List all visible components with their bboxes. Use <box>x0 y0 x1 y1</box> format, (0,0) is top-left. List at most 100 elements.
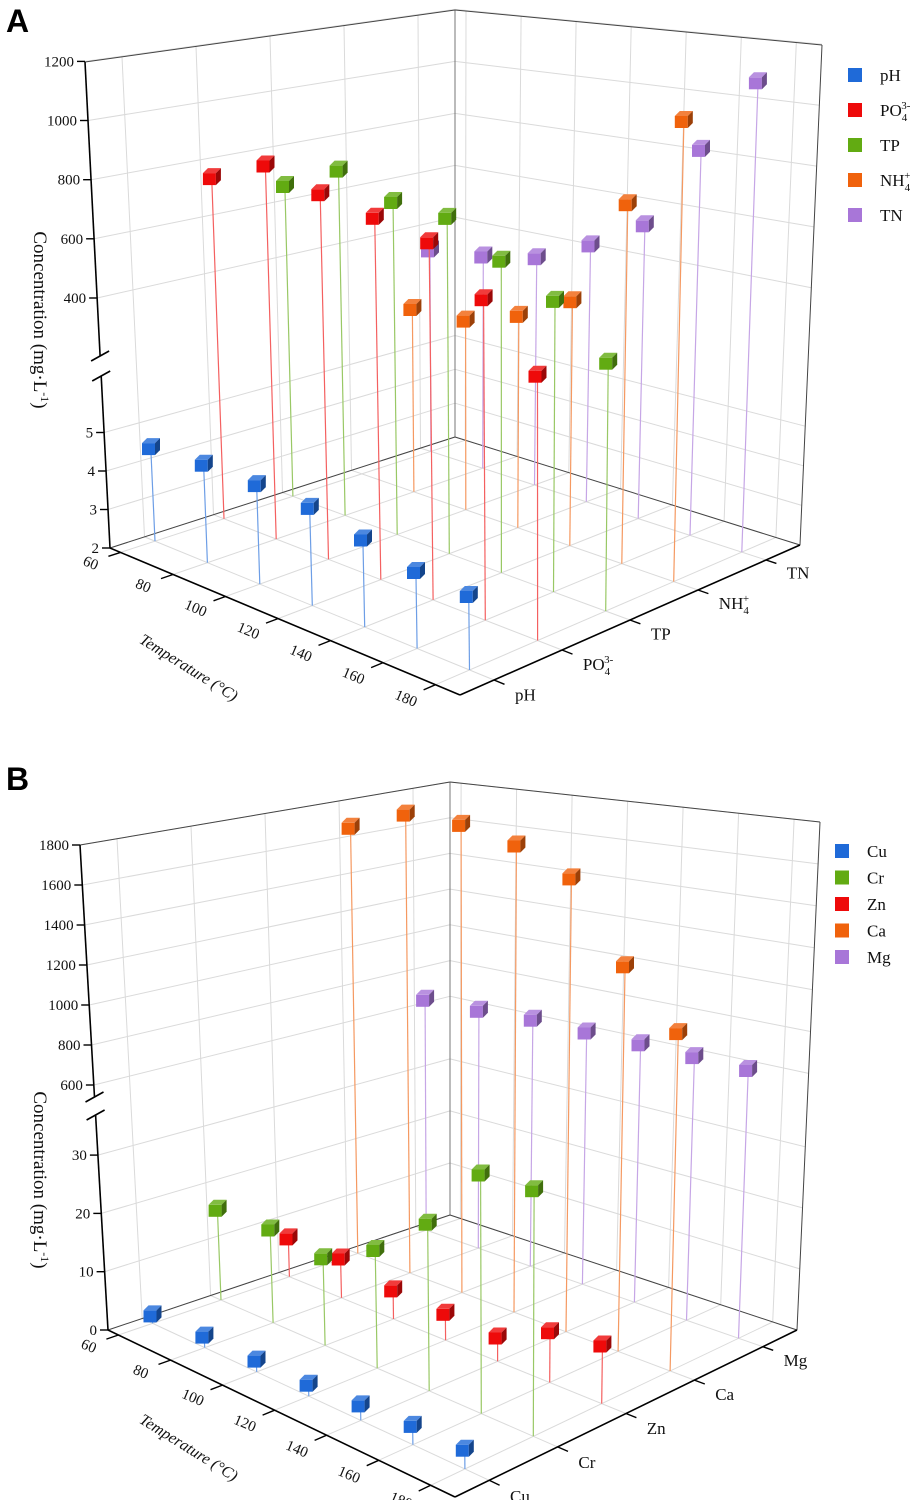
y-tick-label: 600 <box>61 232 84 248</box>
data-point-ca-120 <box>507 835 526 1313</box>
cube-side-face <box>378 207 384 225</box>
legend-swatch <box>848 138 862 152</box>
cube-top-face <box>314 1248 333 1254</box>
y-axis-title-text: Concentration (mg·L <box>29 231 50 392</box>
cube-top-face <box>247 475 266 481</box>
cube-front-face <box>341 822 355 835</box>
cube-front-face <box>748 77 762 90</box>
y-tick-label: 2 <box>92 541 100 557</box>
cube-front-face <box>635 220 649 233</box>
y-axis-title-close: ) <box>29 402 50 408</box>
cube-top-face <box>365 207 384 213</box>
side-wall-grid-line <box>84 8 456 62</box>
cube-top-face <box>396 804 415 810</box>
x-tick-label: 100 <box>182 597 209 621</box>
stem-line <box>460 829 463 1293</box>
label-base: Mg <box>784 1351 808 1370</box>
label-base: NH <box>719 594 744 613</box>
stem-line <box>517 320 520 528</box>
cube-front-face <box>142 443 155 456</box>
cube-top-face <box>420 232 439 238</box>
cube-front-face <box>384 1285 398 1298</box>
cube-top-face <box>208 1199 227 1205</box>
y-tick-label: 800 <box>58 173 81 189</box>
axis-break-mark <box>90 350 110 362</box>
cube-front-face <box>416 994 430 1007</box>
cube-top-face <box>581 235 600 241</box>
legend-item: Cr <box>835 869 884 888</box>
label-base: Cu <box>867 842 887 861</box>
legend-swatch <box>835 897 849 911</box>
legend-item: Cu <box>835 842 887 861</box>
back-wall-grid-line <box>568 21 577 473</box>
cube-side-face <box>449 1303 455 1321</box>
data-point-tn-120 <box>581 235 600 502</box>
label-superscript: 3- <box>901 100 911 112</box>
label-base: Ca <box>867 922 886 941</box>
y-tick-label: 5 <box>86 426 94 442</box>
cube-side-face <box>312 1374 318 1392</box>
cube-front-face <box>438 212 452 225</box>
cube-front-face <box>692 144 705 157</box>
cube-front-face <box>299 1379 313 1392</box>
cube-side-face <box>540 248 546 266</box>
cube-side-face <box>752 1060 758 1077</box>
x-tick-mark <box>265 617 279 624</box>
cube-top-face <box>507 835 526 841</box>
side-wall-grid-line <box>93 995 451 1086</box>
data-point-cr-60 <box>208 1199 227 1301</box>
cube-side-face <box>465 814 471 832</box>
top-edge-left <box>79 781 451 846</box>
side-wall-grid-line <box>96 216 456 299</box>
label-base: pH <box>515 686 536 705</box>
legend-item: TP <box>848 136 900 155</box>
legend-label: TP <box>880 136 900 155</box>
back-wall-grid-line <box>720 813 740 1305</box>
stem-line <box>637 230 646 519</box>
cube-side-face <box>416 1415 422 1433</box>
y-axis-line-upper <box>84 61 101 357</box>
side-wall-grid-line <box>87 60 456 121</box>
legend-item: PO43- <box>848 100 911 124</box>
cube-side-face <box>289 176 294 193</box>
cube-front-face <box>143 1310 157 1323</box>
legend-label: TN <box>880 206 903 225</box>
x-tick-mark <box>160 573 174 580</box>
back-wall-grid-line <box>454 335 806 427</box>
data-point-zn-140 <box>488 1327 507 1362</box>
legend-item: pH <box>848 66 901 85</box>
stem-line <box>673 125 685 582</box>
cube-side-face <box>324 184 330 202</box>
category-tick-label: Cr <box>578 1453 595 1472</box>
side-wall-grid-line <box>91 112 456 181</box>
cube-side-face <box>342 160 348 178</box>
legend-item: TN <box>848 206 903 225</box>
cube-front-face <box>523 1014 537 1027</box>
legend-label: NH4+ <box>880 170 911 194</box>
back-wall-grid-line <box>449 817 819 865</box>
cube-top-face <box>523 1009 542 1015</box>
data-point-tp-80 <box>329 160 348 516</box>
x-tick-label: 120 <box>235 620 262 644</box>
x-tick-label: 60 <box>78 1336 98 1357</box>
cube-side-face <box>420 562 425 579</box>
category-tick-label: PO43- <box>583 654 614 678</box>
stem-line <box>737 1074 749 1339</box>
cube-top-face <box>384 192 403 197</box>
stem-line <box>150 453 156 542</box>
stem-line <box>529 1024 534 1267</box>
label-base: Cr <box>578 1453 595 1472</box>
x-tick-mark <box>158 1359 171 1366</box>
data-point-po43-140 <box>420 232 439 600</box>
x-tick-mark <box>106 1334 119 1340</box>
floor-edge-right <box>449 1214 798 1331</box>
floor-grid-line <box>278 1272 627 1414</box>
floor-grid-line <box>144 536 495 681</box>
cube-top-face <box>311 184 330 190</box>
data-point-tp-60 <box>276 176 294 497</box>
data-point-cu-180 <box>455 1439 474 1470</box>
label-subscript: 4 <box>605 666 611 678</box>
side-wall-grid-line <box>84 852 451 926</box>
